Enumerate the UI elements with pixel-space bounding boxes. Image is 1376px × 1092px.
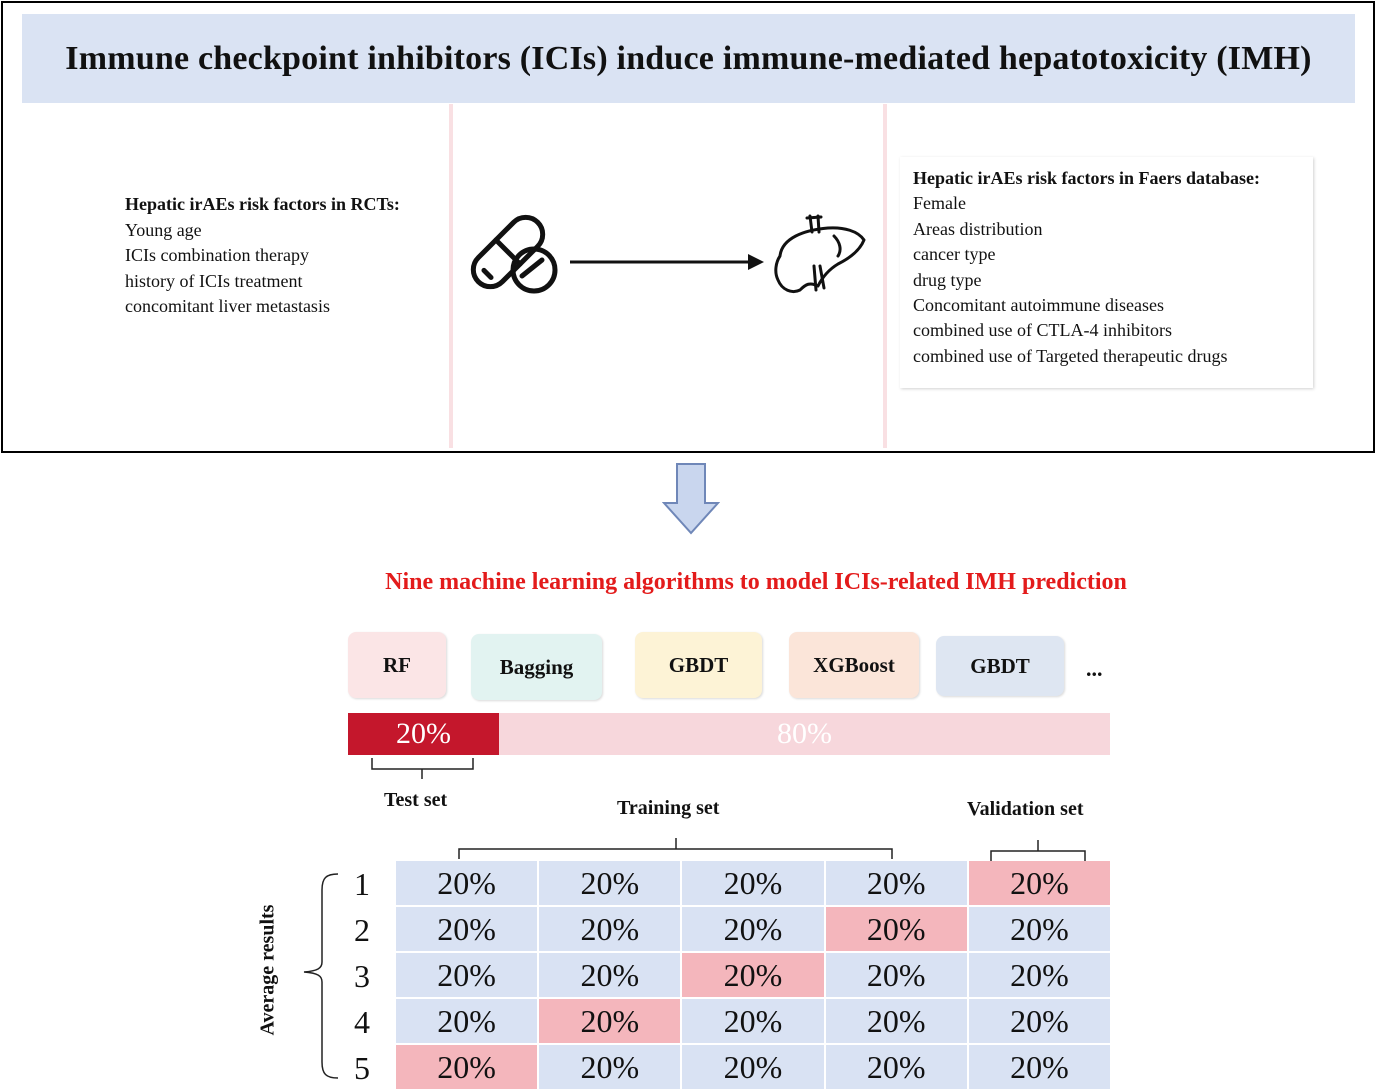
rct-risk-factors: Hepatic irAEs risk factors in RCTs: Youn…: [125, 192, 400, 320]
training-fold-cell: 20%: [396, 861, 538, 905]
more-algorithms: ...: [1086, 656, 1103, 681]
arrow-down-icon: [662, 463, 720, 535]
rct-item: history of ICIs treatment: [125, 270, 303, 291]
algorithm-box-gbdt-2: GBDT: [936, 636, 1064, 696]
fold-number: 5: [354, 1050, 370, 1086]
training-fold-cell: 20%: [825, 999, 967, 1043]
average-results-label: Average results: [256, 904, 279, 1036]
rct-header: Hepatic irAEs risk factors in RCTs:: [125, 194, 400, 214]
validation-fold-cell: 20%: [682, 953, 824, 997]
test-set-bracket: [371, 758, 474, 770]
fold-number: 3: [354, 958, 370, 994]
algorithm-box-bagging: Bagging: [471, 634, 602, 700]
training-fold-cell: 20%: [682, 907, 824, 951]
arrow-right-icon: [570, 254, 764, 270]
rct-item: Young age: [125, 219, 202, 240]
column-divider: [449, 104, 453, 448]
test-set-label: Test set: [384, 789, 448, 811]
rct-item: ICIs combination therapy: [125, 245, 309, 265]
training-fold-cell: 20%: [396, 999, 538, 1043]
faers-item: combined use of Targeted therapeutic dru…: [913, 345, 1228, 366]
training-fold-cell: 20%: [539, 953, 681, 997]
fold-number: 1: [354, 866, 370, 902]
training-set-label: Training set: [617, 797, 720, 819]
training-fold-cell: 20%: [825, 1045, 967, 1089]
training-fold-cell: 20%: [968, 1045, 1110, 1089]
training-fold-cell: 20%: [825, 861, 967, 905]
average-brace: [303, 873, 339, 1079]
training-fold-cell: 20%: [682, 1045, 824, 1089]
training-fold-cell: 20%: [539, 907, 681, 951]
training-fold-cell: 20%: [539, 1045, 681, 1089]
training-fold-cell: 20%: [968, 999, 1110, 1043]
cross-validation-grid: 20% 20% 20% 20% 20% 20% 20% 20% 20% 20% 20% 20% 20% 2…: [396, 861, 1110, 1089]
training-fold-cell: 20%: [682, 999, 824, 1043]
faers-card: [900, 157, 1313, 388]
faers-risk-factors: Hepatic irAEs risk factors in Faers data…: [913, 166, 1260, 369]
algorithm-label: GBDT: [970, 653, 1030, 678]
validation-set-label: Validation set: [967, 798, 1084, 820]
validation-fold-cell: 20%: [825, 907, 967, 951]
faers-item: Areas distribution: [913, 218, 1043, 239]
validation-set-bracket: [990, 850, 1086, 861]
algorithm-box-xgboost: XGBoost: [789, 632, 919, 698]
training-fold-cell: 20%: [968, 907, 1110, 951]
drug-to-liver-graphic: [462, 200, 872, 310]
validation-fold-cell: 20%: [539, 999, 681, 1043]
training-fold-cell: 20%: [396, 953, 538, 997]
algorithm-label: XGBoost: [813, 652, 895, 677]
algorithm-box-gbdt: GBDT: [635, 632, 762, 698]
faers-item: combined use of CTLA-4 inhibitors: [913, 320, 1172, 341]
overview-panel: [1, 1, 1375, 453]
test-split-segment: 20%: [348, 713, 499, 755]
column-divider: [883, 104, 887, 448]
faers-header: Hepatic irAEs risk factors in Faers data…: [913, 168, 1260, 188]
banner-title: Immune checkpoint inhibitors (ICIs) indu…: [65, 39, 1312, 77]
train-split-segment: 80%: [499, 713, 1110, 755]
fold-number: 2: [354, 912, 370, 948]
algorithm-box-rf: RF: [348, 632, 446, 698]
training-fold-cell: 20%: [825, 953, 967, 997]
title-banner: Immune checkpoint inhibitors (ICIs) indu…: [22, 14, 1355, 103]
validation-fold-cell: 20%: [396, 1045, 538, 1089]
rct-item: concomitant liver metastasis: [125, 296, 330, 316]
pill-capsules-icon: [470, 214, 558, 294]
validation-fold-cell: 20%: [968, 861, 1110, 905]
ml-title: Nine machine learning algorithms to mode…: [385, 569, 1127, 595]
faers-item: Concomitant autoimmune diseases: [913, 295, 1164, 316]
test-split-label: 20%: [396, 717, 451, 750]
train-split-label: 80%: [777, 717, 832, 750]
algorithm-label: GBDT: [668, 652, 729, 677]
training-fold-cell: 20%: [968, 953, 1110, 997]
faers-item: drug type: [913, 269, 982, 290]
fold-number: 4: [354, 1004, 370, 1040]
liver-icon: [774, 214, 866, 294]
training-fold-cell: 20%: [539, 861, 681, 905]
training-fold-cell: 20%: [396, 907, 538, 951]
faers-item: cancer type: [913, 244, 996, 265]
algorithm-label: Bagging: [499, 654, 574, 679]
algorithm-label: RF: [383, 652, 411, 677]
training-fold-cell: 20%: [682, 861, 824, 905]
faers-item: Female: [913, 193, 966, 214]
training-set-bracket: [458, 848, 893, 859]
